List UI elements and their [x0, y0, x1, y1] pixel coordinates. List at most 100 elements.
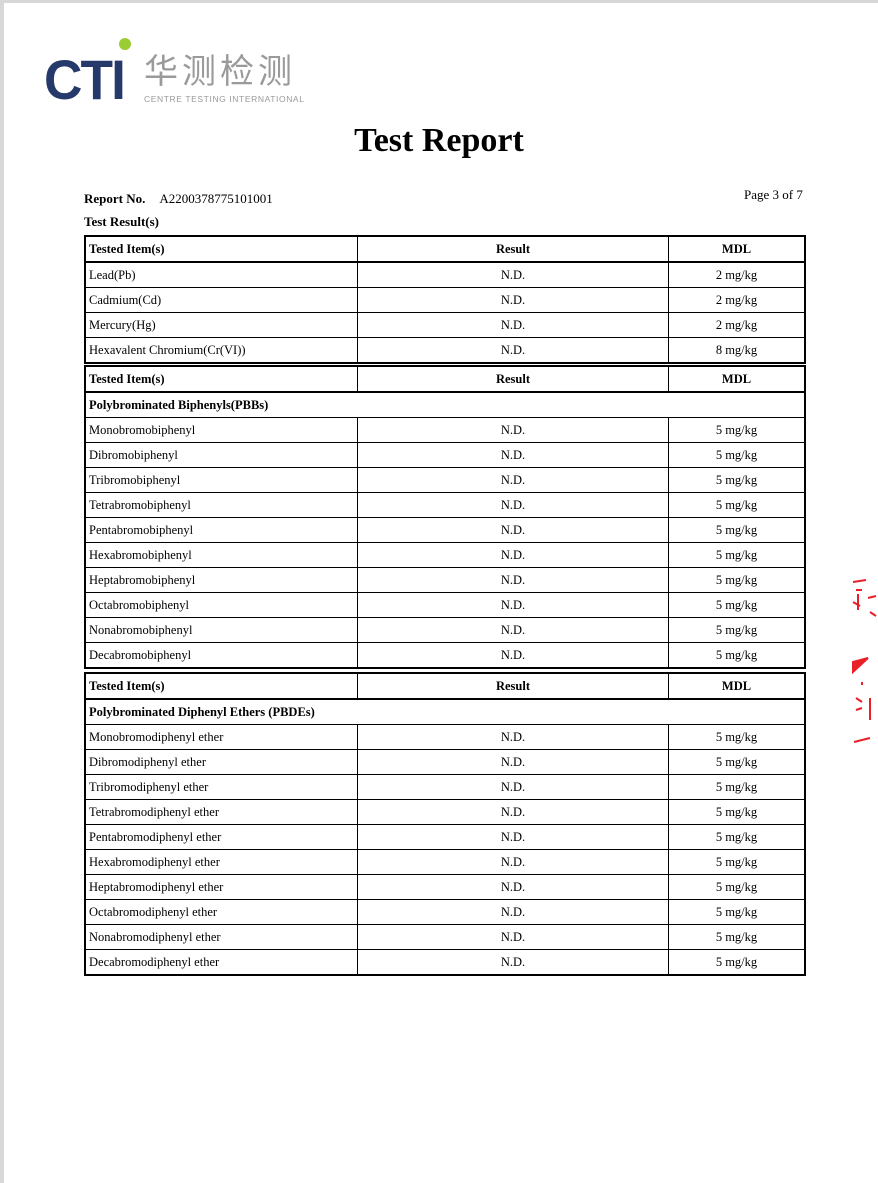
- tested-item: Dibromodiphenyl ether: [84, 749, 358, 775]
- table-row: Decabromodiphenyl ether N.D. 5 mg/kg: [84, 949, 806, 976]
- table-row: Cadmium(Cd) N.D. 2 mg/kg: [84, 287, 806, 313]
- tested-item: Heptabromodiphenyl ether: [84, 874, 358, 900]
- results-table: Tested Item(s) Result MDL Lead(Pb) N.D. …: [84, 235, 806, 364]
- tested-item: Pentabromodiphenyl ether: [84, 824, 358, 850]
- tested-item: Heptabromobiphenyl: [84, 567, 358, 593]
- result: N.D.: [357, 312, 669, 338]
- header-result: Result: [357, 365, 669, 393]
- mdl: 5 mg/kg: [668, 749, 806, 775]
- mdl: 5 mg/kg: [668, 592, 806, 618]
- result: N.D.: [357, 417, 669, 443]
- tested-item: Monobromodiphenyl ether: [84, 724, 358, 750]
- report-no-value: A2200378775101001: [159, 191, 273, 206]
- result: N.D.: [357, 517, 669, 543]
- result: N.D.: [357, 924, 669, 950]
- result: N.D.: [357, 774, 669, 800]
- results-table: Tested Item(s) Result MDL Polybrominated …: [84, 365, 806, 669]
- header-result: Result: [357, 672, 669, 700]
- tested-item: Octabromodiphenyl ether: [84, 899, 358, 925]
- tested-item: Lead(Pb): [84, 261, 358, 288]
- table-row: Nonabromobiphenyl N.D. 5 mg/kg: [84, 617, 806, 643]
- mdl: 2 mg/kg: [668, 312, 806, 338]
- header-mdl: MDL: [668, 672, 806, 700]
- header-result: Result: [357, 235, 669, 263]
- result: N.D.: [357, 287, 669, 313]
- mdl: 8 mg/kg: [668, 337, 806, 364]
- mdl: 2 mg/kg: [668, 261, 806, 288]
- table-row: Pentabromodiphenyl ether N.D. 5 mg/kg: [84, 824, 806, 850]
- mdl: 5 mg/kg: [668, 567, 806, 593]
- table-row: Nonabromodiphenyl ether N.D. 5 mg/kg: [84, 924, 806, 950]
- mdl: 5 mg/kg: [668, 924, 806, 950]
- tested-item: Mercury(Hg): [84, 312, 358, 338]
- header-mdl: MDL: [668, 235, 806, 263]
- table-row: Tetrabromodiphenyl ether N.D. 5 mg/kg: [84, 799, 806, 825]
- result: N.D.: [357, 642, 669, 669]
- result: N.D.: [357, 824, 669, 850]
- table-row: Octabromodiphenyl ether N.D. 5 mg/kg: [84, 899, 806, 925]
- result: N.D.: [357, 467, 669, 493]
- tested-item: Hexabromodiphenyl ether: [84, 849, 358, 875]
- table-row: Tribromodiphenyl ether N.D. 5 mg/kg: [84, 774, 806, 800]
- result: N.D.: [357, 542, 669, 568]
- table-row: Octabromobiphenyl N.D. 5 mg/kg: [84, 592, 806, 618]
- result: N.D.: [357, 492, 669, 518]
- header-tested-item: Tested Item(s): [84, 365, 358, 393]
- mdl: 5 mg/kg: [668, 467, 806, 493]
- mdl: 5 mg/kg: [668, 774, 806, 800]
- mdl: 5 mg/kg: [668, 442, 806, 468]
- report-number: Report No. A2200378775101001: [84, 191, 273, 207]
- tested-item: Tetrabromodiphenyl ether: [84, 799, 358, 825]
- result: N.D.: [357, 567, 669, 593]
- table-row: Tribromobiphenyl N.D. 5 mg/kg: [84, 467, 806, 493]
- group-title-row: Polybrominated Diphenyl Ethers (PBDEs): [84, 698, 806, 725]
- header-mdl: MDL: [668, 365, 806, 393]
- result: N.D.: [357, 724, 669, 750]
- table-row: Lead(Pb) N.D. 2 mg/kg: [84, 261, 806, 288]
- report-no-label: Report No.: [84, 191, 146, 206]
- table-row: Hexavalent Chromium(Cr(VI)) N.D. 8 mg/kg: [84, 337, 806, 364]
- mdl: 5 mg/kg: [668, 949, 806, 976]
- table-row: Monobromobiphenyl N.D. 5 mg/kg: [84, 417, 806, 443]
- tested-item: Nonabromodiphenyl ether: [84, 924, 358, 950]
- table-row: Decabromobiphenyl N.D. 5 mg/kg: [84, 642, 806, 669]
- logo-chinese: 华测检测: [144, 52, 296, 92]
- tested-item: Monobromobiphenyl: [84, 417, 358, 443]
- tested-item: Octabromobiphenyl: [84, 592, 358, 618]
- mdl: 5 mg/kg: [668, 617, 806, 643]
- tested-item: Pentabromobiphenyl: [84, 517, 358, 543]
- table-row: Heptabromobiphenyl N.D. 5 mg/kg: [84, 567, 806, 593]
- table-row: Mercury(Hg) N.D. 2 mg/kg: [84, 312, 806, 338]
- table-row: Tetrabromobiphenyl N.D. 5 mg/kg: [84, 492, 806, 518]
- result: N.D.: [357, 899, 669, 925]
- table-header-row: Tested Item(s) Result MDL: [84, 235, 806, 263]
- result: N.D.: [357, 261, 669, 288]
- table-row: Pentabromobiphenyl N.D. 5 mg/kg: [84, 517, 806, 543]
- tested-item: Tribromobiphenyl: [84, 467, 358, 493]
- header-tested-item: Tested Item(s): [84, 235, 358, 263]
- result: N.D.: [357, 849, 669, 875]
- mdl: 5 mg/kg: [668, 517, 806, 543]
- mdl: 5 mg/kg: [668, 799, 806, 825]
- tested-item: Dibromobiphenyl: [84, 442, 358, 468]
- results-table: Tested Item(s) Result MDL Polybrominated …: [84, 672, 806, 976]
- mdl: 5 mg/kg: [668, 824, 806, 850]
- logo-dot-icon: [119, 38, 131, 50]
- table-row: Heptabromodiphenyl ether N.D. 5 mg/kg: [84, 874, 806, 900]
- table-header-row: Tested Item(s) Result MDL: [84, 365, 806, 393]
- tested-item: Cadmium(Cd): [84, 287, 358, 313]
- mdl: 5 mg/kg: [668, 642, 806, 669]
- table-row: Monobromodiphenyl ether N.D. 5 mg/kg: [84, 724, 806, 750]
- result: N.D.: [357, 442, 669, 468]
- table-row: Hexabromobiphenyl N.D. 5 mg/kg: [84, 542, 806, 568]
- mdl: 5 mg/kg: [668, 542, 806, 568]
- mdl: 2 mg/kg: [668, 287, 806, 313]
- logo-brand: CTI: [44, 48, 126, 111]
- page-number: Page 3 of 7: [744, 187, 803, 202]
- tested-item: Nonabromobiphenyl: [84, 617, 358, 643]
- table-row: Dibromodiphenyl ether N.D. 5 mg/kg: [84, 749, 806, 775]
- result: N.D.: [357, 874, 669, 900]
- section-title: Test Result(s): [84, 214, 159, 229]
- mdl: 5 mg/kg: [668, 417, 806, 443]
